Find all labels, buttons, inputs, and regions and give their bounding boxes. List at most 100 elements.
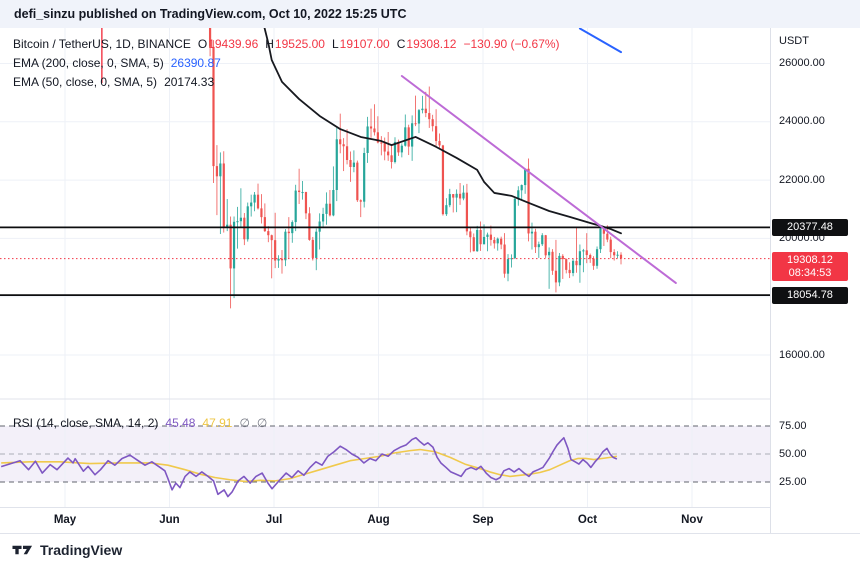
candle-body xyxy=(469,231,472,238)
candle-body xyxy=(304,192,308,214)
candle-body xyxy=(541,235,544,245)
time-axis-label: Jul xyxy=(265,514,283,526)
rsi-empty-set-icon: ∅ xyxy=(239,416,250,430)
candle-body xyxy=(232,221,236,269)
rsi-label: RSI (14, close, SMA, 14, 2) xyxy=(13,416,159,430)
candle-body xyxy=(524,168,527,186)
candle-body xyxy=(575,260,578,266)
candle-body xyxy=(376,132,379,143)
candle-body xyxy=(571,260,575,274)
price-scale[interactable]: USDT 26000.00 24000.00 22000.00 20000.00 160… xyxy=(770,28,860,532)
candle-body xyxy=(414,123,417,125)
candle-body xyxy=(311,239,314,258)
candle-body xyxy=(486,234,489,237)
candle-body xyxy=(578,251,582,266)
candle-body xyxy=(544,235,547,256)
time-axis-label: May xyxy=(53,514,77,526)
candle-body xyxy=(277,258,280,261)
rsi-line[interactable] xyxy=(0,436,618,498)
candle-body xyxy=(431,119,434,127)
tradingview-logo-icon xyxy=(12,545,33,555)
candle-body xyxy=(458,193,462,199)
candle-body xyxy=(465,192,469,232)
time-axis-label: Nov xyxy=(681,514,703,526)
candle-body xyxy=(373,128,376,133)
candle-body xyxy=(438,141,441,146)
countdown-timer: 08:34:53 xyxy=(788,266,832,279)
price-tick-label: 22000.00 xyxy=(779,173,825,186)
candle-body xyxy=(434,126,438,142)
rsi-sma-value: 47.91 xyxy=(202,416,233,430)
candle-body xyxy=(294,190,297,223)
candle-body xyxy=(301,192,304,194)
rsi-legend[interactable]: RSI (14, close, SMA, 14, 2) 45.48 47.91 … xyxy=(13,416,267,430)
candle-body xyxy=(558,255,561,283)
candle-body xyxy=(287,231,290,234)
rsi-value: 45.48 xyxy=(165,416,196,430)
time-scale[interactable]: May Jun Jul Aug Sep Oct Nov xyxy=(0,507,860,534)
candle-body xyxy=(387,151,390,156)
time-axis-label: Jun xyxy=(159,514,180,526)
candle-body xyxy=(229,224,232,269)
candle-body xyxy=(565,259,568,270)
symbol-legend[interactable]: Bitcoin / TetherUS, 1D, BINANCE O 19439.… xyxy=(13,37,560,51)
rsi-sma-line[interactable] xyxy=(1,448,618,483)
candle-body xyxy=(482,236,486,245)
candle-body xyxy=(534,231,537,248)
candle-body xyxy=(479,229,482,245)
candle-body xyxy=(339,139,342,145)
candle-body xyxy=(585,250,588,256)
candle-body xyxy=(352,162,356,167)
time-axis-label: Sep xyxy=(472,514,494,526)
candle-body xyxy=(503,244,506,274)
candle-body xyxy=(448,194,451,206)
candle-body xyxy=(496,238,499,244)
ema50-legend[interactable]: EMA (50, close, 0, SMA, 5) 20174.33 xyxy=(13,75,214,89)
candle-body xyxy=(476,229,479,252)
candle-body xyxy=(411,123,414,147)
candle-body xyxy=(363,152,366,202)
candle-body xyxy=(267,231,270,236)
candle-body xyxy=(619,254,623,259)
candle-body xyxy=(263,217,266,232)
price-scale-unit: USDT xyxy=(779,35,809,47)
trendline[interactable] xyxy=(400,75,677,284)
candle-body xyxy=(321,213,325,222)
candle-body xyxy=(613,252,616,256)
candle-body xyxy=(243,217,246,240)
candle-body xyxy=(280,258,284,261)
candle-body xyxy=(404,127,407,146)
candle-body xyxy=(215,166,219,177)
footer: TradingView xyxy=(0,533,860,569)
candle-body xyxy=(246,206,249,240)
high-label: H xyxy=(265,37,274,51)
time-axis-label: Oct xyxy=(577,514,598,526)
candle-body xyxy=(222,163,225,228)
candle-body xyxy=(400,145,403,153)
candle-body xyxy=(332,190,335,216)
ema200-line[interactable] xyxy=(578,28,623,54)
ema200-legend[interactable]: EMA (200, close, 0, SMA, 5) 26390.87 xyxy=(13,56,221,70)
candle-body xyxy=(212,46,215,167)
tradingview-brand[interactable]: TradingView xyxy=(12,542,122,558)
chart-canvas[interactable] xyxy=(0,28,770,507)
candle-body xyxy=(239,217,242,222)
candle-body xyxy=(551,251,554,271)
candle-body xyxy=(226,224,229,228)
candle-body xyxy=(208,28,212,47)
candle-body xyxy=(455,193,458,198)
candle-body xyxy=(250,202,253,207)
ema50-line[interactable] xyxy=(261,28,622,235)
rsi-tick-label: 50.00 xyxy=(779,447,807,460)
candle-body xyxy=(383,143,386,152)
candle-body xyxy=(256,194,260,209)
candle-body xyxy=(253,194,256,203)
candle-body xyxy=(445,205,448,215)
candle-body xyxy=(599,228,602,250)
high-value: 19525.00 xyxy=(274,37,325,51)
candle-body xyxy=(236,221,239,223)
close-label: C xyxy=(396,37,406,51)
candle-body xyxy=(428,113,431,120)
low-value: 19107.00 xyxy=(339,37,390,51)
